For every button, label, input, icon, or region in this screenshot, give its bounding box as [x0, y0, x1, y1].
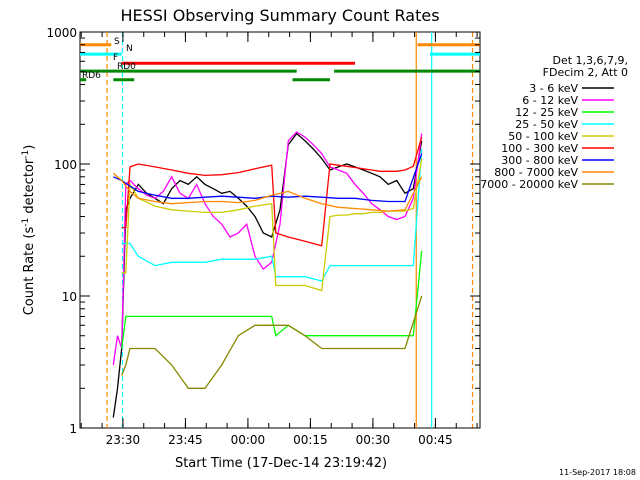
state-bar-label: RD6 [82, 71, 101, 81]
series-group [112, 131, 423, 418]
chart-title: HESSI Observing Summary Count Rates [120, 6, 439, 25]
x-axis: 23:30 23:45 00:00 00:15 00:30 00:45 [80, 32, 478, 447]
legend-entry-label: 50 - 100 keV [508, 130, 578, 143]
x-tick-label: 00:30 [356, 433, 391, 447]
series-line [113, 153, 423, 203]
legend-entry-label: 3 - 6 keV [529, 82, 578, 95]
state-bar-label: RD0 [117, 62, 136, 72]
state-bar-label: S [114, 37, 120, 47]
series-line [121, 295, 423, 389]
y-axis-label: Count Rate (s-1 detector-1) [21, 145, 37, 316]
y-tick-label: 100 [54, 158, 77, 172]
legend-entry-label: 300 - 800 keV [501, 154, 578, 167]
series-line [121, 148, 423, 282]
series-line [121, 250, 423, 349]
x-tick-label: 00:15 [293, 433, 328, 447]
legend-header: FDecim 2, Att 0 [543, 66, 628, 79]
x-tick-label: 00:45 [418, 433, 453, 447]
timestamp: 11-Sep-2017 18:08 [559, 468, 636, 477]
series-line [121, 158, 423, 292]
legend-entry-label: 100 - 300 keV [501, 142, 578, 155]
legend-entry-label: 6 - 12 keV [522, 94, 578, 107]
x-tick-label: 00:00 [231, 433, 266, 447]
state-bar-label: N [126, 44, 133, 54]
legend-header: Det 1,3,6,7,9, [552, 54, 628, 67]
legend: Det 1,3,6,7,9,FDecim 2, Att 0 3 - 6 keV6 … [480, 54, 628, 191]
x-tick-label: 23:45 [168, 433, 203, 447]
series-line [112, 131, 423, 366]
series-line [121, 136, 423, 247]
state-bar-label: F [113, 53, 118, 63]
legend-entry-label: 25 - 50 keV [515, 118, 578, 131]
legend-entry-label: 7000 - 20000 keV [480, 178, 578, 191]
plot-frame [79, 31, 481, 429]
event-markers [106, 32, 474, 428]
y-axis: 1 10 100 1000 [46, 26, 480, 436]
y-tick-label: 1000 [46, 26, 77, 40]
series-line [112, 172, 423, 212]
legend-entry-label: 800 - 7000 keV [494, 166, 578, 179]
x-tick-label: 23:30 [106, 433, 141, 447]
legend-entry-label: 12 - 25 keV [515, 106, 578, 119]
x-axis-label: Start Time (17-Dec-14 23:19:42) [175, 456, 387, 471]
y-tick-label: 10 [62, 290, 77, 304]
series-line [112, 132, 423, 418]
y-tick-label: 1 [69, 422, 77, 436]
